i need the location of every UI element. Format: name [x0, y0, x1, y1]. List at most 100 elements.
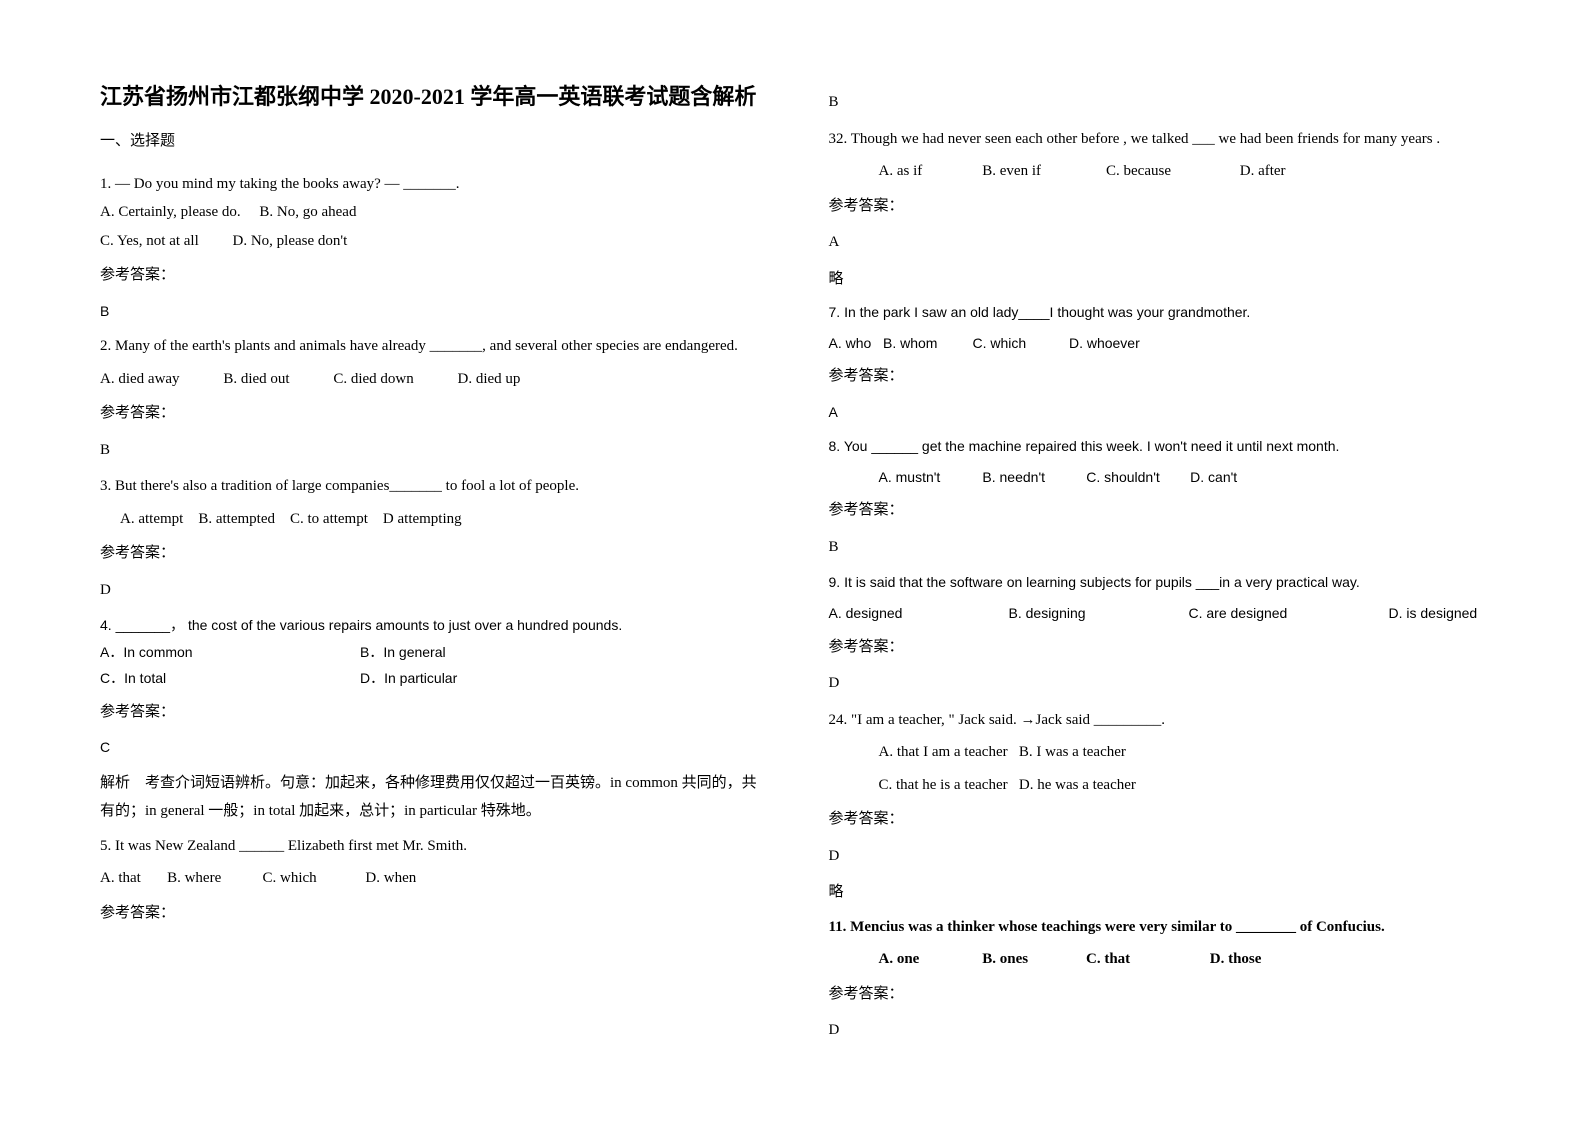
option-d: D. when [365, 870, 416, 886]
answer-label: 参考答案： [829, 633, 1498, 662]
option-d: D．In particular [360, 665, 457, 692]
question-text: 32. Though we had never seen each other … [829, 125, 1498, 154]
question-2: 2. Many of the earth's plants and animal… [100, 332, 769, 464]
answer-value: B [100, 298, 769, 325]
question-text: 7. In the park I saw an old lady____I th… [829, 299, 1498, 326]
explanation: 解析 考查介词短语辨析。句意：加起来，各种修理费用仅仅超过一百英镑。in com… [100, 769, 769, 826]
answer-label: 参考答案： [100, 399, 769, 428]
option-c: C. which [262, 870, 316, 886]
question-10: 24. "I am a teacher, " Jack said. →Jack … [829, 706, 1498, 907]
option-d: D. died up [457, 365, 520, 394]
question-7: 7. In the park I saw an old lady____I th… [829, 299, 1498, 425]
option-a: A. died away [100, 365, 180, 394]
option-a: A．In common [100, 639, 360, 666]
option-d: D. whoever [1069, 335, 1140, 351]
question-4: 4. _______， the cost of the various repa… [100, 612, 769, 826]
question-text: 8. You ______ get the machine repaired t… [829, 433, 1498, 460]
question-text: 11. Mencius was a thinker whose teaching… [829, 913, 1498, 942]
question-9: 9. It is said that the software on learn… [829, 569, 1498, 697]
document-title: 江苏省扬州市江都张纲中学 2020-2021 学年高一英语联考试题含解析 [100, 80, 769, 113]
option-c: C．In total [100, 665, 360, 692]
options-row: A. attempt B. attempted C. to attempt D … [100, 505, 769, 534]
option-d: D. No, please don't [233, 233, 348, 249]
option-b: B．In general [360, 639, 446, 666]
option-a: A. Certainly, please do. [100, 204, 241, 220]
answer-label: 参考答案： [829, 805, 1498, 834]
question-8: 8. You ______ get the machine repaired t… [829, 433, 1498, 561]
brief: 略 [829, 265, 1498, 294]
question-text: 9. It is said that the software on learn… [829, 569, 1498, 596]
options-row: A. as if B. even if C. because D. after [829, 157, 1498, 186]
answer-value: A [829, 228, 1498, 257]
options-row: A. that I am a teacher B. I was a teache… [829, 738, 1498, 767]
option-c: C. that [1086, 945, 1206, 974]
option-b: B. attempted [198, 511, 275, 527]
option-a: A. mustn't [879, 464, 979, 491]
question-1: 1. — Do you mind my taking the books awa… [100, 170, 769, 325]
left-column: 江苏省扬州市江都张纲中学 2020-2021 学年高一英语联考试题含解析 一、选… [100, 80, 769, 1053]
option-a: A. designed [829, 600, 1009, 627]
option-c: C. died down [333, 365, 413, 394]
answer-label: 参考答案： [829, 496, 1498, 525]
options-row: A. mustn't B. needn't C. shouldn't D. ca… [829, 464, 1498, 491]
section-header: 一、选择题 [100, 127, 769, 156]
answer-value: D [829, 842, 1498, 871]
option-b: B. designing [1009, 600, 1189, 627]
options-row: A. who B. whom C. which D. whoever [829, 330, 1498, 357]
answer-label: 参考答案： [100, 698, 769, 727]
option-a: A. attempt [120, 511, 183, 527]
question-text: 1. — Do you mind my taking the books awa… [100, 170, 769, 199]
answer-label: 参考答案： [100, 899, 769, 928]
option-c: C. Yes, not at all [100, 233, 199, 249]
question-3: 3. But there's also a tradition of large… [100, 472, 769, 604]
option-c: C. which [972, 335, 1026, 351]
option-a: A. as if [879, 157, 979, 186]
question-text: 2. Many of the earth's plants and animal… [100, 332, 769, 361]
question-11: 11. Mencius was a thinker whose teaching… [829, 913, 1498, 1045]
answer-label: 参考答案： [829, 362, 1498, 391]
option-b: B. ones [982, 945, 1082, 974]
option-c: C. to attempt [290, 511, 368, 527]
options-row: A. designed B. designing C. are designed… [829, 600, 1498, 627]
right-column: B 32. Though we had never seen each othe… [829, 80, 1498, 1053]
option-b: B. died out [223, 365, 289, 394]
option-c: C. that he is a teacher [879, 777, 1008, 793]
document-page: 江苏省扬州市江都张纲中学 2020-2021 学年高一英语联考试题含解析 一、选… [0, 0, 1587, 1093]
answer-label: 参考答案： [829, 192, 1498, 221]
option-b: B. even if [982, 157, 1102, 186]
options-row: A. died away B. died out C. died down D.… [100, 365, 769, 394]
option-a: A. that I am a teacher [879, 744, 1008, 760]
options-row: A. that B. where C. which D. when [100, 864, 769, 893]
answer-label: 参考答案： [100, 261, 769, 290]
option-b: B. No, go ahead [259, 204, 356, 220]
option-c: C. are designed [1189, 600, 1389, 627]
options-row: A．In common B．In general [100, 639, 769, 666]
option-a: A. who [829, 335, 872, 351]
option-d: D. can't [1190, 469, 1237, 485]
question-text: 5. It was New Zealand ______ Elizabeth f… [100, 832, 769, 861]
question-5: 5. It was New Zealand ______ Elizabeth f… [100, 832, 769, 928]
question-text: 4. _______， the cost of the various repa… [100, 612, 769, 639]
option-a: A. one [879, 945, 979, 974]
options-row: C. that he is a teacher D. he was a teac… [829, 771, 1498, 800]
option-a: A. that [100, 870, 141, 886]
option-c: C. shouldn't [1086, 464, 1186, 491]
option-d: D. after [1240, 163, 1286, 179]
options-row: A. Certainly, please do. B. No, go ahead [100, 198, 769, 227]
answer-label: 参考答案： [829, 980, 1498, 1009]
answer-label: 参考答案： [100, 539, 769, 568]
answer-value: B [829, 533, 1498, 562]
answer-value: A [829, 399, 1498, 426]
answer-value: B [100, 436, 769, 465]
answer-value: C [100, 734, 769, 761]
option-d: D attempting [383, 511, 462, 527]
answer-value: B [829, 88, 1498, 117]
option-b: B. I was a teacher [1019, 744, 1126, 760]
option-b: B. needn't [982, 464, 1082, 491]
answer-value: D [829, 1016, 1498, 1045]
options-row: C．In total D．In particular [100, 665, 769, 692]
answer-value: D [100, 576, 769, 605]
answer-value: D [829, 669, 1498, 698]
question-6: 32. Though we had never seen each other … [829, 125, 1498, 294]
option-b: B. where [167, 870, 221, 886]
